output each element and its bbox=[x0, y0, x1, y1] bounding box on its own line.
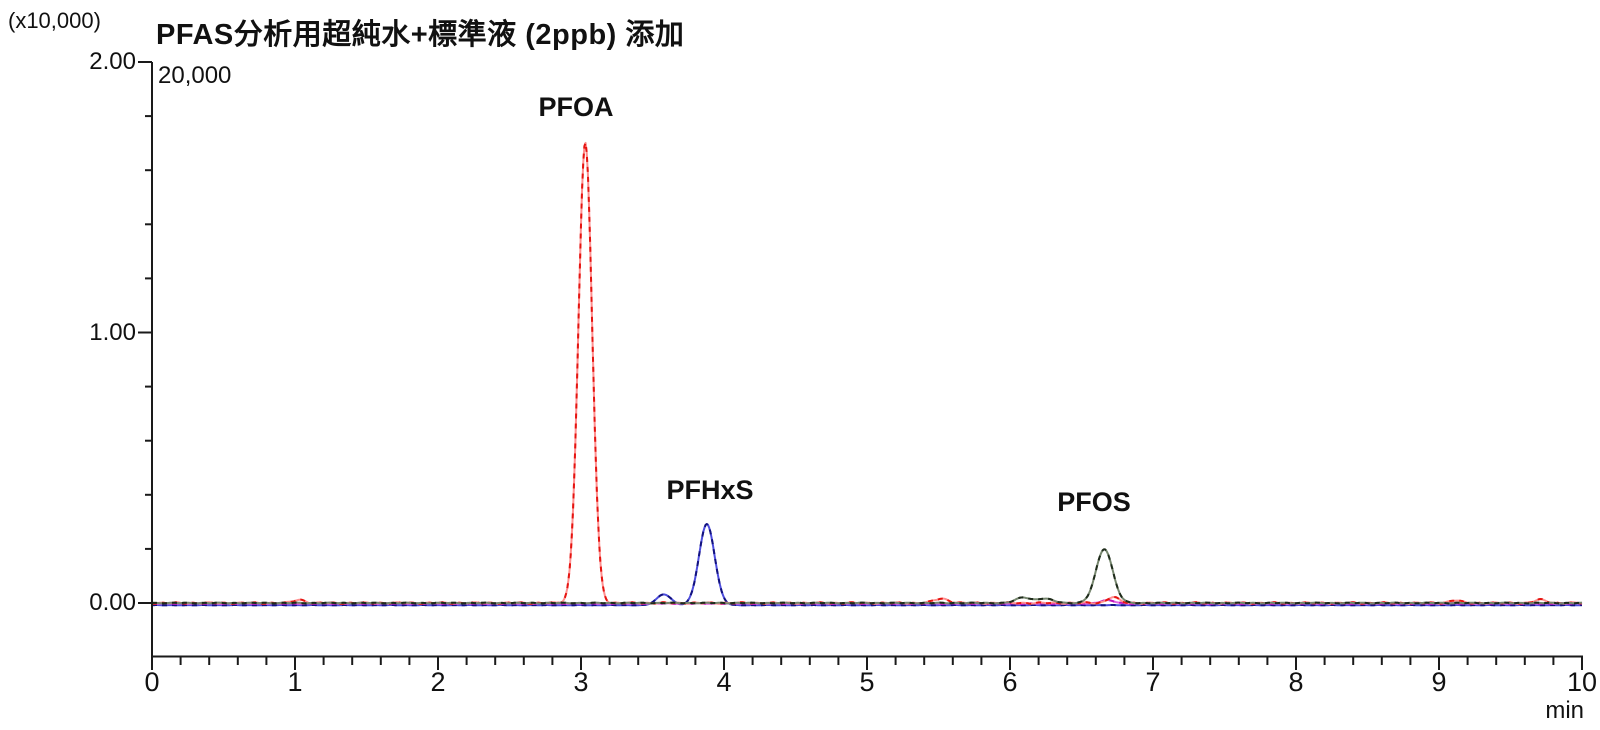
trace-pfhxs-channel bbox=[151, 523, 1582, 607]
peak-label-pfoa: PFOA bbox=[538, 92, 614, 122]
x-tick-label: 2 bbox=[430, 667, 446, 697]
x-tick-label: 0 bbox=[144, 667, 160, 697]
peak-label-pfos: PFOS bbox=[1057, 487, 1131, 517]
trace-pfos-channel bbox=[151, 548, 1583, 605]
x-tick-label: 10 bbox=[1566, 667, 1598, 697]
y-tick-label: 0.00 bbox=[89, 589, 136, 616]
x-tick-label: 9 bbox=[1431, 667, 1447, 697]
y-tick-label: 2.00 bbox=[89, 48, 136, 75]
x-tick-label: 6 bbox=[1002, 667, 1018, 697]
trace-pfhxs-channel bbox=[151, 523, 1582, 607]
trace-lines bbox=[151, 141, 1583, 607]
x-tick-label: 4 bbox=[716, 667, 732, 697]
axes bbox=[138, 61, 1583, 670]
trace-pfoa-channel bbox=[151, 141, 1583, 605]
x-axis-unit-label: min bbox=[1545, 697, 1584, 724]
x-tick-label: 8 bbox=[1288, 667, 1304, 697]
y-scale-annotation: 20,000 bbox=[158, 62, 232, 89]
x-tick-label: 5 bbox=[859, 667, 875, 697]
peak-label-pfhxs: PFHxS bbox=[666, 475, 754, 505]
chart-title: PFAS分析用超純水+標準液 (2ppb) 添加 bbox=[156, 19, 685, 51]
trace-pfoa-channel bbox=[151, 141, 1583, 605]
y-tick-label: 1.00 bbox=[89, 318, 136, 346]
x-tick-label: 3 bbox=[573, 667, 589, 697]
trace-pfos-channel bbox=[151, 548, 1583, 605]
x-tick-label: 7 bbox=[1145, 667, 1161, 697]
y-axis-multiplier-label: (x10,000) bbox=[8, 8, 101, 33]
x-tick-label: 1 bbox=[287, 667, 303, 697]
